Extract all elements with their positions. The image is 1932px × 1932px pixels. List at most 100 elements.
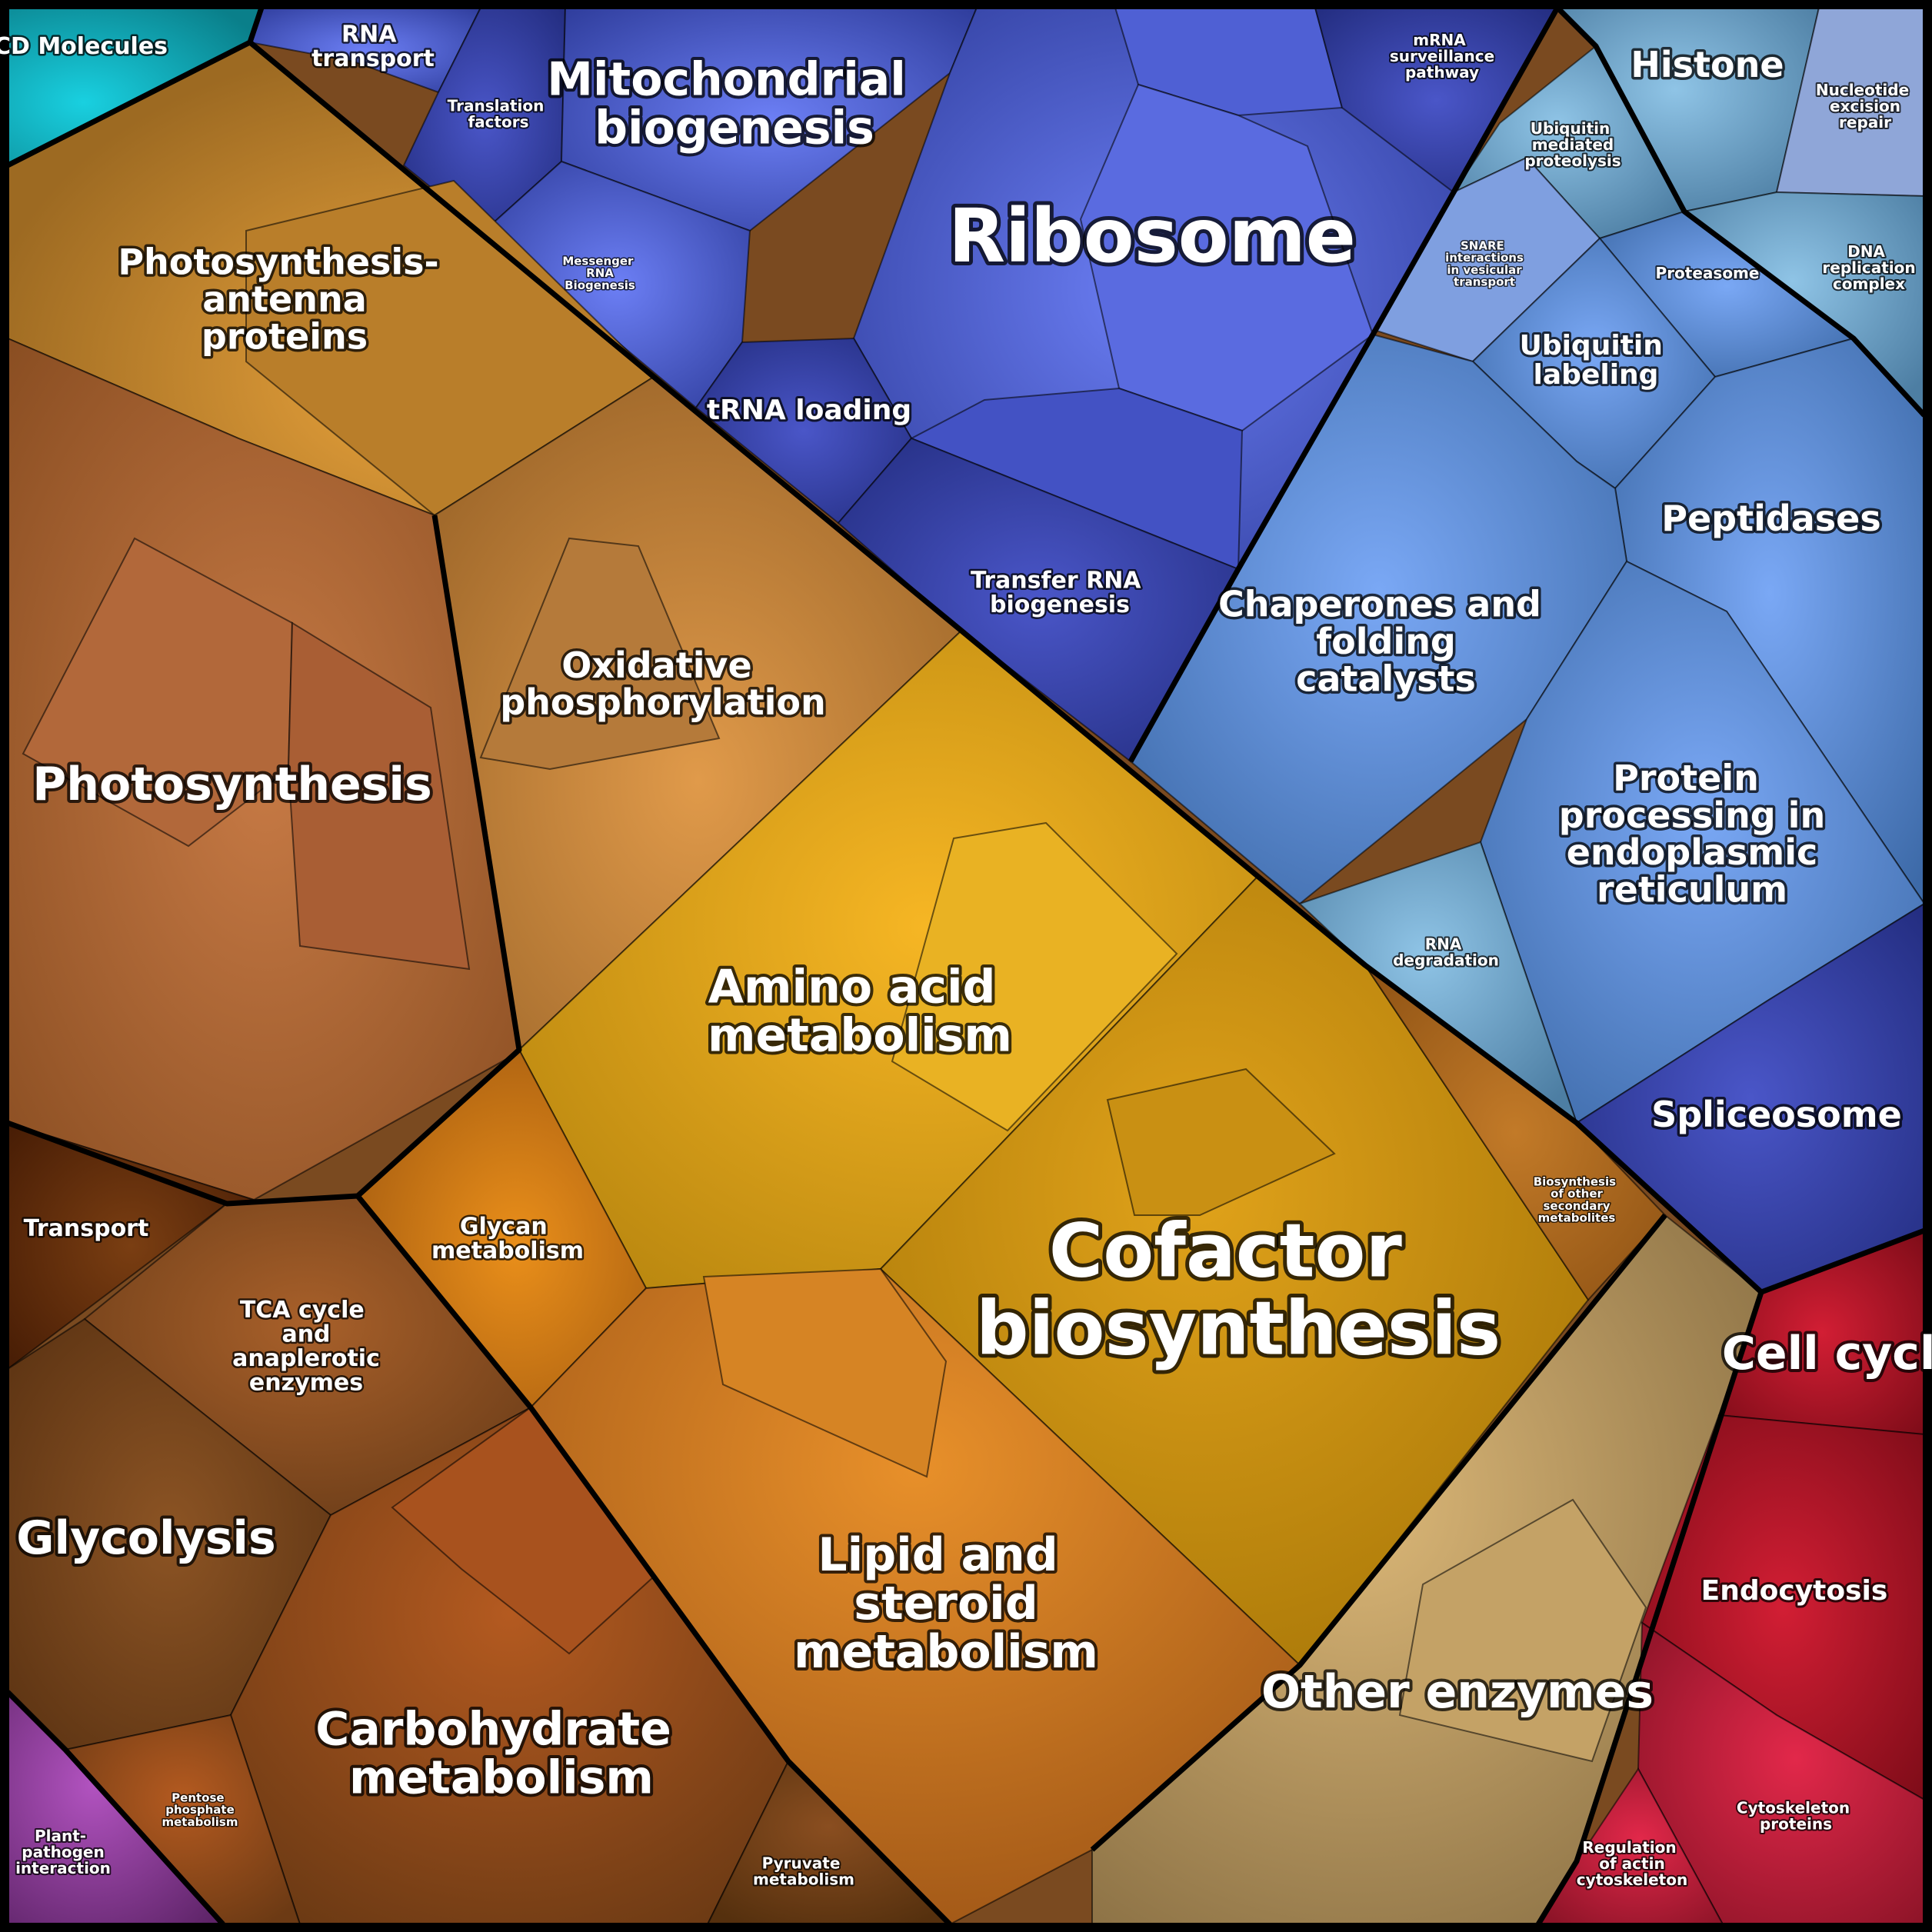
label-line: metabolism (349, 1751, 654, 1805)
label-line: Biogenesis (565, 278, 635, 292)
cofactor-subcell (1106, 1068, 1336, 1216)
label-line: interaction (15, 1859, 111, 1877)
border-replication (1555, 5, 1927, 418)
border-cellular (1536, 1291, 1764, 1926)
label-ribosome: Ribosome (948, 193, 1356, 279)
label-line: metabolism (162, 1815, 238, 1829)
label-line: reticulum (1597, 868, 1787, 910)
label-line: of actin (1599, 1854, 1664, 1873)
border-purple (5, 1690, 225, 1927)
label-line: proteins (202, 315, 368, 357)
label-photosynthesis: Photosynthesis (32, 758, 431, 811)
carbohydrate-subcell (391, 1406, 655, 1655)
label-plant-pathogen: Plant- pathogen interaction (15, 1827, 111, 1877)
label-line: and (281, 1321, 330, 1347)
label-line: proteins (1760, 1815, 1832, 1834)
label-peptidases: Peptidases (1661, 498, 1881, 539)
label-line: interactions (1445, 251, 1524, 265)
label-protein-processing-er: Protein processing in endoplasmic reticulu… (1559, 758, 1825, 911)
label-line: transport (311, 45, 435, 72)
label-cd-molecules: CD Molecules (0, 33, 168, 60)
label-line: folding (1316, 621, 1456, 662)
label-biosynthesis-secondary: Biosynthesis of other secondary metabolite… (1534, 1174, 1621, 1224)
label-lipid-steroid: Lipid and steroid metabolism (794, 1528, 1098, 1679)
label-glycolysis: Glycolysis (16, 1511, 275, 1565)
label-transfer-rna-biogenesis: Transfer RNA biogenesis (971, 567, 1149, 618)
label-carbohydrate-metabolism: Carbohydrate metabolism (315, 1703, 687, 1805)
label-line: biogenesis (595, 102, 874, 155)
label-line: steroid (854, 1577, 1038, 1631)
label-endocytosis: Endocytosis (1701, 1575, 1888, 1607)
label-cofactor-biosynthesis: Cofactor biosynthesis (976, 1208, 1501, 1372)
label-proteasome: Proteasome (1656, 264, 1760, 282)
label-line: biosynthesis (976, 1285, 1501, 1371)
label-snare: SNARE interactions in vesicular transport (1445, 238, 1524, 288)
label-line: catalysts (1296, 658, 1476, 699)
label-histone: Histone (1631, 44, 1784, 85)
label-line: replication (1822, 258, 1915, 277)
photosynthesis-subcell-b (287, 621, 471, 971)
label-line: transport (1454, 275, 1515, 289)
label-tca-cycle: TCA cycle and anaplerotic enzymes (232, 1297, 380, 1397)
oxidative-phosphorylation-subcell (479, 537, 721, 771)
label-line: phosphate (165, 1803, 235, 1817)
label-line: metabolism (794, 1625, 1098, 1679)
label-ubiquitin-labeling: Ubiquitin labeling (1520, 330, 1673, 391)
label-rna-transport: RNA transport (311, 21, 435, 72)
label-line: of other (1551, 1187, 1603, 1201)
label-line: complex (1833, 275, 1905, 293)
label-line: degradation (1393, 951, 1499, 970)
label-oxidative-phosphorylation: Oxidative phosphorylation (500, 645, 826, 723)
label-pentose-phosphate: Pentose phosphate metabolism (162, 1790, 238, 1829)
label-line: enzymes (249, 1369, 363, 1396)
border-carbohydrate (355, 1194, 952, 1927)
label-cell-cycle: Cell cycle (1722, 1327, 1932, 1381)
label-regulation-actin: Regulation of actin cytoskeleton (1577, 1838, 1687, 1889)
label-line: proteolysis (1524, 152, 1621, 170)
label-pyruvate-metabolism: Pyruvate metabolism (753, 1854, 854, 1889)
label-chaperones: Chaperones and folding catalysts (1218, 584, 1554, 700)
label-line: in vesicular (1447, 263, 1522, 277)
label-line: metabolism (753, 1870, 854, 1889)
label-line: antenna (202, 278, 367, 320)
label-transport: Transport (24, 1215, 149, 1242)
label-mrna-surveillance: mRNA surveillance pathway (1390, 31, 1494, 82)
label-line: metabolism (708, 1009, 1012, 1063)
label-line: anaplerotic (232, 1345, 380, 1372)
border-other-enzymes (1090, 1213, 1667, 1852)
trna-loading-region[interactable] (695, 337, 913, 525)
label-line: biogenesis (990, 591, 1130, 618)
label-line: RNA (586, 266, 614, 280)
label-line: metabolites (1538, 1211, 1616, 1225)
label-line: labeling (1534, 359, 1659, 391)
label-line: pathway (1405, 63, 1479, 82)
label-line: repair (1839, 113, 1891, 132)
label-cytoskeleton-proteins: Cytoskeleton proteins (1737, 1799, 1855, 1834)
label-ubiquitin-mediated-proteolysis: Ubiquitin mediated proteolysis (1524, 119, 1621, 170)
label-mitochondrial-biogenesis: Mitochondrial biogenesis (547, 53, 921, 155)
label-rna-degradation: RNA degradation (1393, 935, 1499, 970)
label-messenger-rna-biogenesis: Messenger RNA Biogenesis (562, 254, 637, 292)
label-line: metabolism (431, 1237, 584, 1264)
border-genetic-folding (1128, 6, 1561, 763)
amino-acid-subcell (891, 821, 1178, 1132)
label-photosynthesis-antenna: Photosynthesis- antenna proteins (118, 242, 451, 358)
label-other-enzymes: Other enzymes (1261, 1665, 1654, 1719)
label-line: secondary (1543, 1199, 1610, 1213)
label-line: processing in (1559, 794, 1825, 836)
label-line: cytoskeleton (1577, 1870, 1687, 1889)
label-line: factors (468, 113, 528, 132)
messenger-rna-biogenesis-region[interactable] (483, 160, 751, 409)
label-nucleotide-excision-repair: Nucleotide excision repair (1816, 81, 1914, 132)
lipid-subcell (702, 1267, 948, 1478)
label-dna-replication-complex: DNA replication complex (1822, 242, 1915, 293)
label-amino-acid-metabolism: Amino acid metabolism (708, 961, 1012, 1063)
other-enzymes-subcell (1398, 1498, 1647, 1763)
label-line: mediated (1532, 135, 1614, 154)
label-line: surveillance (1390, 47, 1494, 65)
label-line: pathogen (22, 1843, 104, 1861)
label-glycan-metabolism: Glycan metabolism (431, 1213, 584, 1264)
label-translation-factors: Translation factors (448, 97, 550, 132)
